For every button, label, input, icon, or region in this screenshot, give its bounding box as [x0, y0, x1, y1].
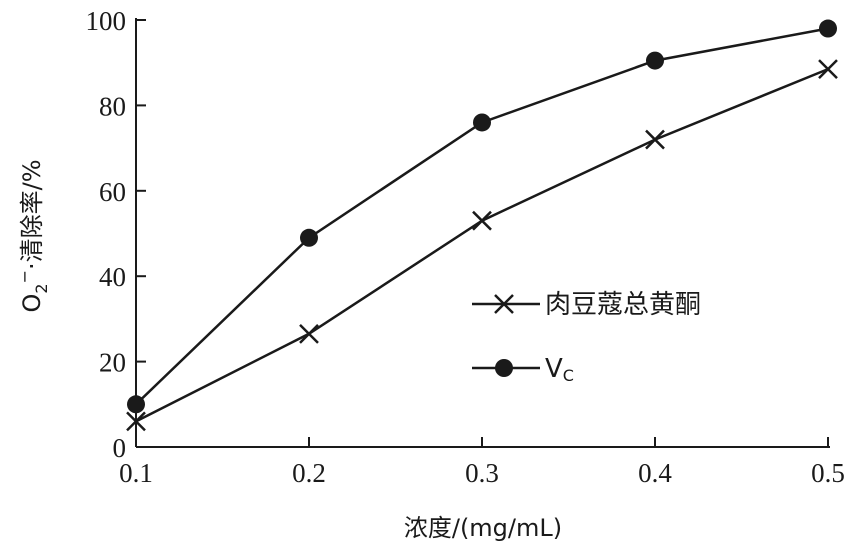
y-axis-title-sub: 2 — [32, 283, 51, 293]
data-point — [819, 19, 837, 38]
data-point — [818, 59, 838, 79]
data-point — [646, 51, 664, 70]
data-point — [300, 228, 318, 247]
legend-label-vc-sub: C — [563, 366, 574, 385]
data-point — [472, 210, 492, 231]
legend-item-vc: VC — [472, 354, 574, 385]
legend-label-vc: VC — [545, 354, 574, 385]
y-tick-label: 60 — [99, 177, 126, 207]
data-point — [645, 129, 665, 150]
y-tick-label: 100 — [86, 6, 127, 36]
data-point — [473, 113, 491, 132]
x-axis-title: 浓度/(mg/mL) — [404, 514, 562, 542]
axes — [135, 18, 830, 448]
data-point — [299, 323, 319, 344]
series-1 — [127, 19, 837, 414]
y-tick-label: 20 — [99, 348, 126, 378]
legend-x-marker — [494, 294, 514, 314]
x-tick-label: 0.3 — [465, 458, 499, 488]
legend-label-nutmeg: 肉豆蔻总黄酮 — [545, 290, 701, 320]
y-axis-title-rest: ·清除率/% — [18, 159, 46, 270]
legend-circle-marker — [495, 359, 513, 377]
x-tick-label: 0.4 — [638, 458, 672, 488]
y-ticks: 0 20 40 60 80 100 — [86, 6, 146, 463]
x-tick-label: 0.1 — [119, 458, 153, 488]
legend: 肉豆蔻总黄酮 VC — [472, 290, 701, 385]
x-tick-label: 0.5 — [811, 458, 845, 488]
series-line-1 — [135, 27, 829, 406]
y-axis-title-sup: − — [15, 270, 34, 283]
x-tick-label: 0.2 — [292, 458, 326, 488]
y-tick-label: 80 — [99, 91, 126, 121]
data-point — [127, 395, 145, 414]
y-axis-title: O2−·清除率/% — [15, 159, 51, 312]
data-point — [126, 411, 146, 432]
y-tick-label: 0 — [113, 433, 127, 463]
series-layer — [126, 19, 838, 432]
y-axis-title-main: O — [18, 294, 46, 313]
legend-item-nutmeg-flavonoids: 肉豆蔻总黄酮 — [472, 290, 701, 320]
y-tick-label: 40 — [99, 262, 126, 292]
legend-label-vc-main: V — [545, 354, 563, 384]
series-0 — [126, 59, 838, 432]
x-ticks: 0.1 0.2 0.3 0.4 0.5 — [119, 437, 845, 488]
